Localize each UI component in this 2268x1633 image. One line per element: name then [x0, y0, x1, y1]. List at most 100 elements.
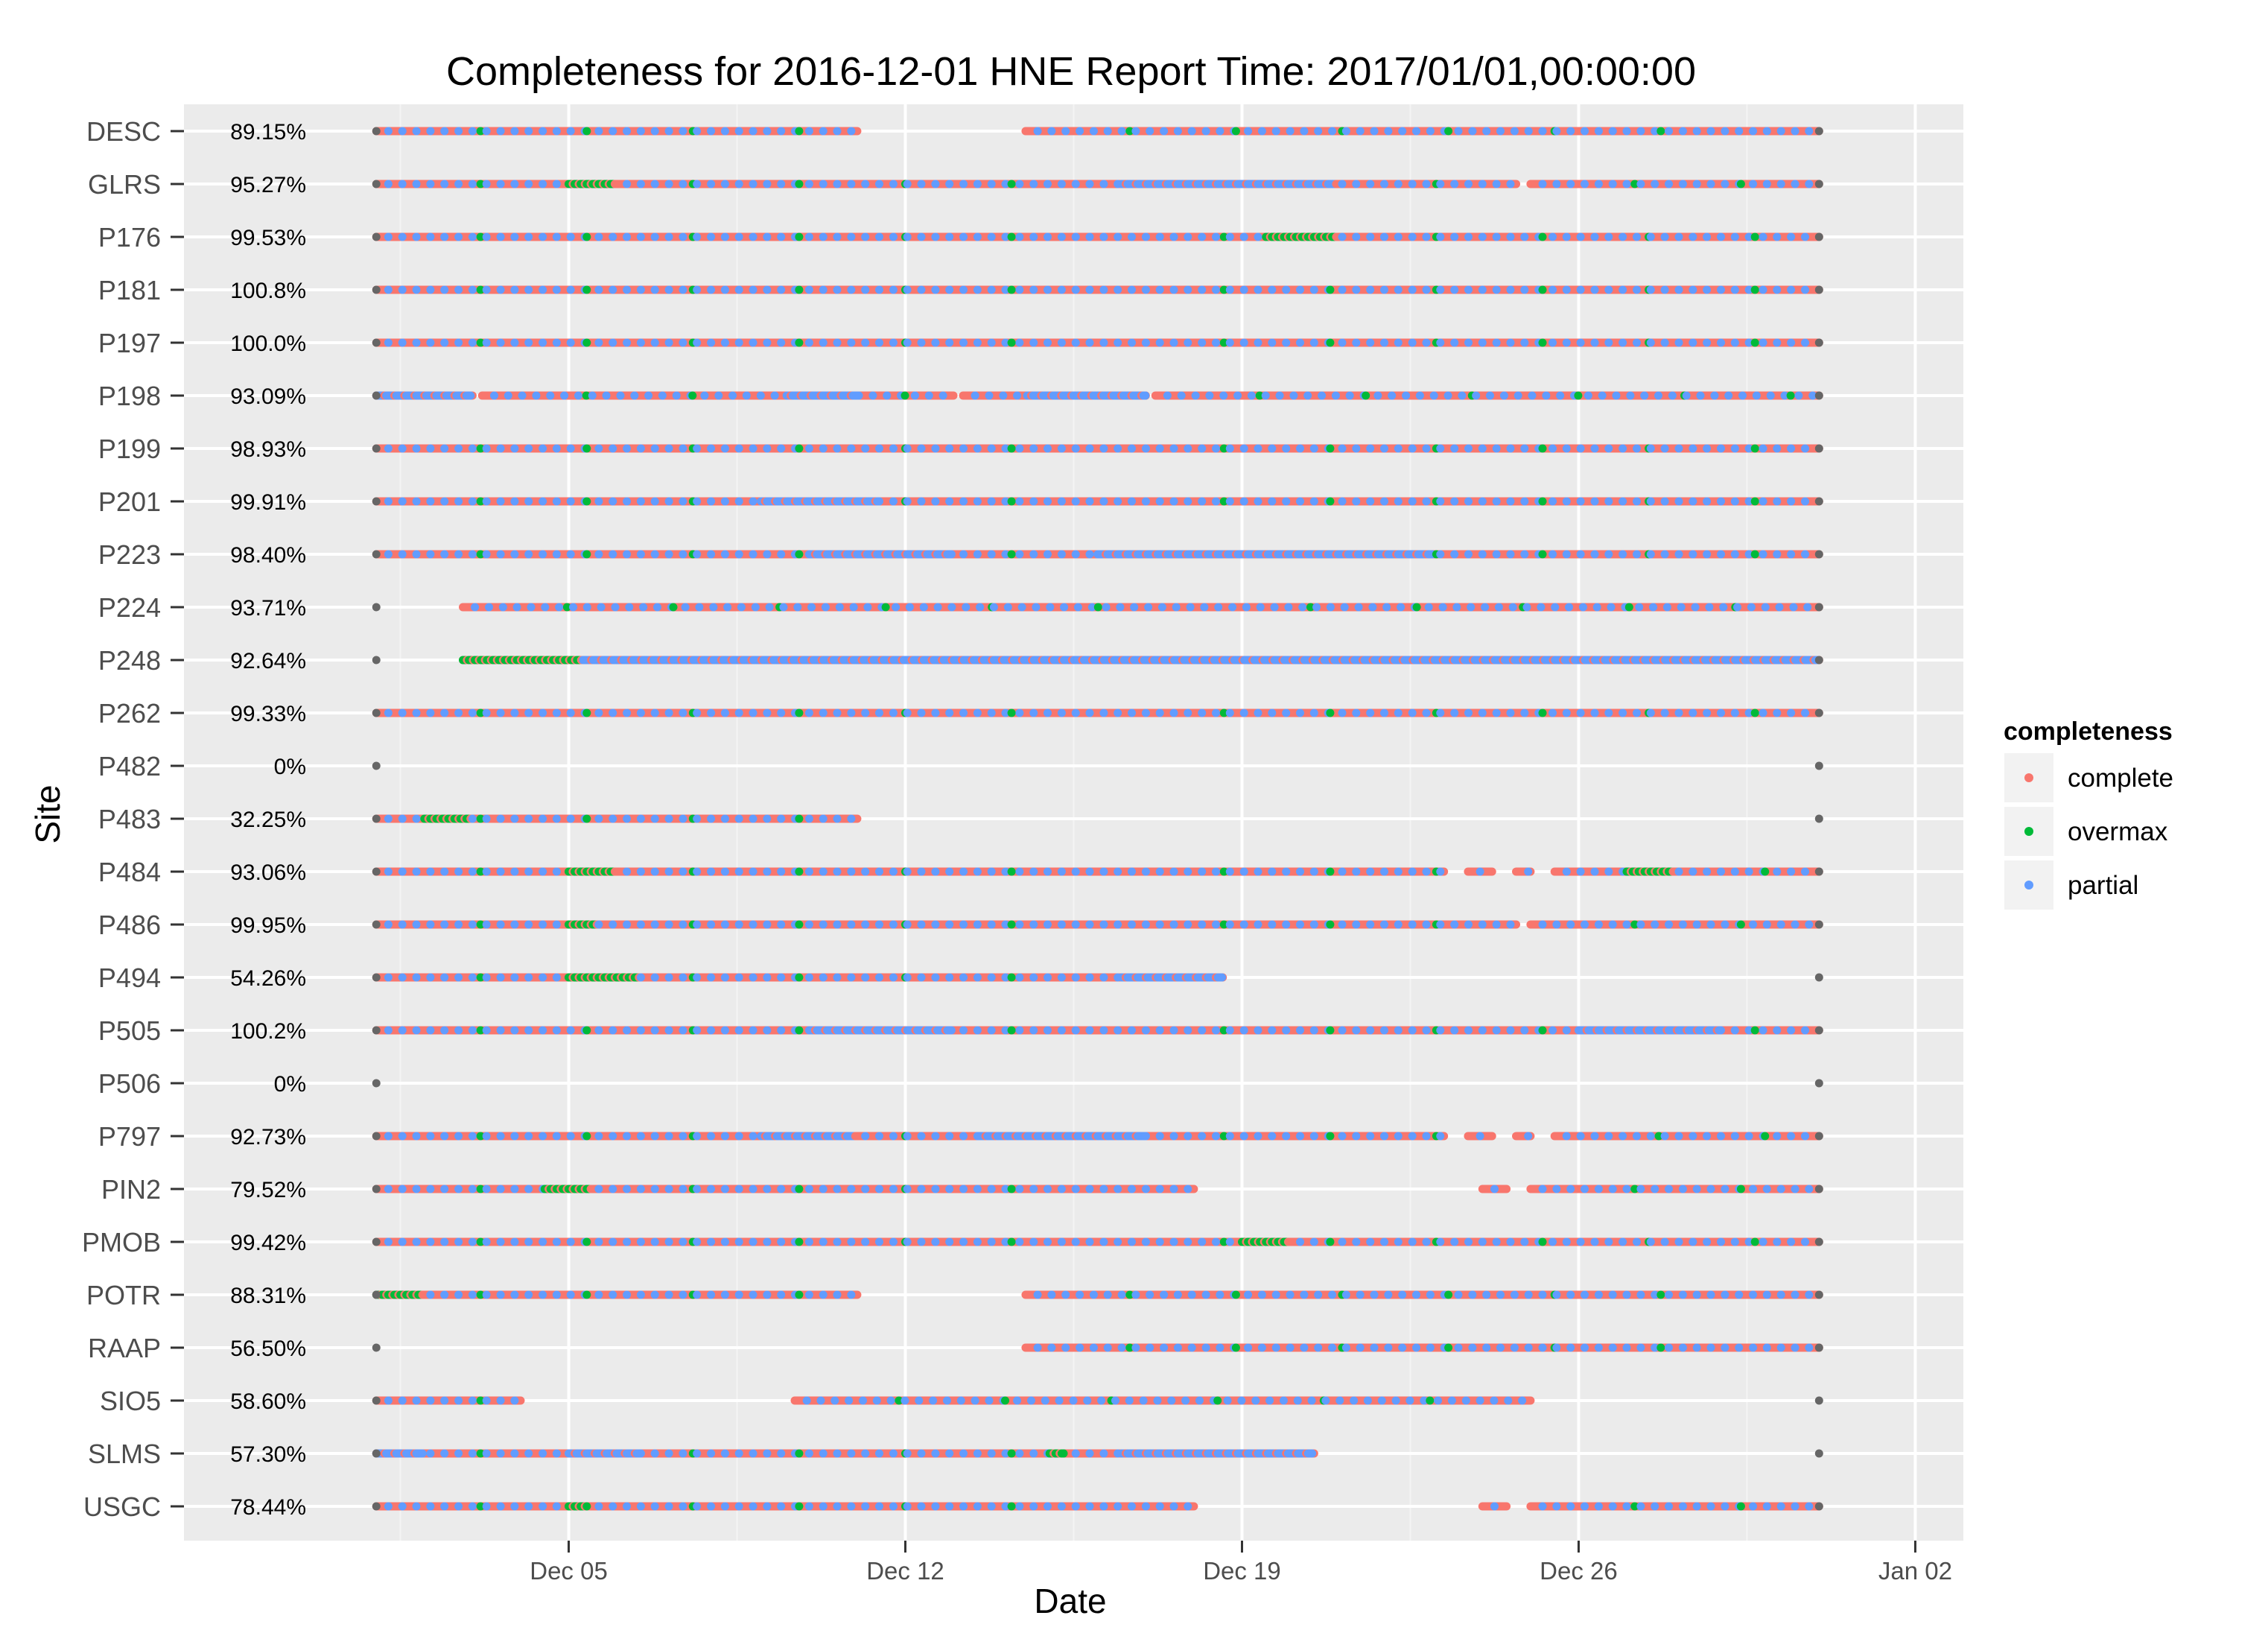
data-point: [1007, 444, 1016, 453]
data-point: [847, 1237, 856, 1246]
data-point: [1464, 708, 1473, 717]
data-point: [720, 1237, 729, 1246]
data-point: [1394, 1237, 1403, 1246]
data-point: [1225, 708, 1234, 717]
data-point: [398, 973, 407, 982]
start-marker: [372, 1079, 381, 1088]
data-point: [1566, 1290, 1575, 1299]
data-point: [1520, 232, 1529, 241]
data-point: [749, 1290, 757, 1299]
data-point: [1212, 1132, 1220, 1141]
data-point: [1744, 497, 1753, 506]
data-point: [973, 708, 982, 717]
data-point: [777, 338, 786, 347]
data-point: [1085, 1502, 1094, 1511]
data-point: [1271, 1343, 1280, 1352]
site-row-p198: 93.09%: [230, 384, 1823, 409]
data-point: [1636, 180, 1645, 188]
data-point: [1538, 232, 1547, 241]
data-point: [931, 1449, 940, 1458]
data-point: [1706, 1502, 1715, 1511]
data-point: [1622, 1185, 1631, 1193]
data-point: [664, 232, 673, 241]
data-point: [539, 444, 547, 453]
data-point: [1646, 708, 1655, 717]
data-point: [566, 550, 575, 559]
data-point: [552, 497, 561, 506]
data-point: [616, 391, 625, 400]
data-point: [1736, 180, 1745, 188]
data-point: [987, 973, 996, 982]
data-point: [734, 920, 743, 929]
data-point: [1458, 391, 1467, 400]
data-point: [804, 708, 813, 717]
data-point: [1169, 708, 1178, 717]
data-point: [1128, 444, 1136, 453]
data-point: [426, 497, 435, 506]
data-point: [1408, 1237, 1417, 1246]
data-point: [1184, 444, 1192, 453]
data-point: [1444, 127, 1453, 136]
data-point: [945, 1502, 954, 1511]
data-point: [1335, 1396, 1344, 1405]
data-point: [1212, 285, 1220, 294]
data-point: [1061, 1343, 1070, 1352]
data-point: [903, 1132, 912, 1141]
data-point: [734, 338, 743, 347]
data-point: [987, 1502, 996, 1511]
data-point: [1169, 1237, 1178, 1246]
y-tick-label: P199: [98, 434, 161, 464]
data-point: [987, 338, 996, 347]
data-point: [1380, 497, 1388, 506]
data-point: [1298, 603, 1307, 612]
data-point: [1044, 180, 1052, 188]
data-point: [1773, 232, 1782, 241]
data-point: [1366, 338, 1375, 347]
data-point: [412, 867, 421, 876]
data-point: [1338, 338, 1347, 347]
data-point: [929, 1396, 938, 1405]
data-point: [1282, 708, 1291, 717]
data-point: [1239, 920, 1248, 929]
data-point: [1773, 444, 1782, 453]
data-point: [1160, 1343, 1169, 1352]
data-point: [1097, 1396, 1106, 1405]
data-point: [763, 920, 772, 929]
data-point: [819, 814, 828, 823]
data-point: [1562, 285, 1571, 294]
data-point: [1001, 285, 1010, 294]
data-point: [819, 338, 828, 347]
data-point: [1017, 603, 1026, 612]
data-point: [795, 1449, 804, 1458]
data-point: [1608, 1502, 1617, 1511]
data-point: [1015, 867, 1024, 876]
data-point: [496, 973, 505, 982]
data-point: [1773, 708, 1782, 717]
data-point: [1576, 232, 1585, 241]
data-point: [749, 180, 757, 188]
data-point: [539, 1237, 547, 1246]
data-point: [454, 338, 463, 347]
data-point: [1604, 867, 1613, 876]
data-point: [1576, 497, 1585, 506]
data-point: [454, 1449, 463, 1458]
data-point: [889, 920, 898, 929]
data-point: [1085, 180, 1094, 188]
data-point: [524, 867, 533, 876]
data-point: [1677, 603, 1686, 612]
data-point: [1184, 497, 1192, 506]
data-point: [482, 444, 491, 453]
data-point: [679, 1449, 687, 1458]
data-point: [819, 1449, 828, 1458]
data-point: [471, 603, 480, 612]
data-point: [1057, 973, 1066, 982]
data-point: [1184, 920, 1192, 929]
data-point: [1341, 127, 1350, 136]
data-point: [1130, 603, 1139, 612]
data-point: [510, 497, 519, 506]
data-point: [734, 1449, 743, 1458]
data-point: [384, 497, 393, 506]
data-point: [1187, 1290, 1196, 1299]
data-point: [1703, 1237, 1712, 1246]
data-point: [1181, 1396, 1190, 1405]
